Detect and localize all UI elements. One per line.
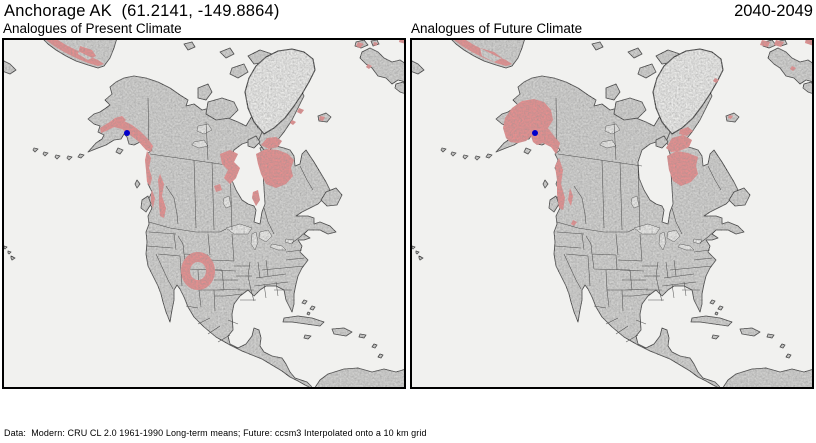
analogue-russia-coast: [46, 38, 104, 66]
target-location-dot: [532, 130, 538, 136]
present-climate-map: [2, 38, 406, 389]
analogue-north-atlantic-spots: [760, 38, 814, 71]
analogue-ungava-quebec: [667, 151, 698, 186]
future-climate-map: [410, 38, 814, 389]
analogue-ungava-quebec: [252, 149, 294, 206]
analogue-iceland-spot: [319, 116, 325, 121]
analogue-south-baffin: [666, 127, 693, 152]
analogue-bc-mountains: [151, 174, 166, 218]
analogue-south-baffin: [261, 137, 282, 149]
analogue-greenland-spot: [713, 78, 719, 83]
map-frame: [410, 38, 814, 389]
analogue-greenland-spots: [290, 108, 304, 125]
attribution-line-data: Data: Modern: CRU CL 2.0 1961-1990 Long-…: [4, 428, 427, 438]
future-analogue-regions: [454, 38, 814, 226]
analogue-north-atlantic-spots: [356, 38, 406, 69]
present-analogue-regions: [46, 38, 406, 290]
analogue-iceland-spot: [728, 115, 733, 119]
analogue-colorado-rockies: [181, 252, 216, 290]
analogue-west-hudson: [214, 150, 240, 192]
target-location-dot: [124, 130, 130, 136]
page-title: Anchorage AK (61.2141, -149.8864): [4, 2, 280, 20]
map-frame: [2, 38, 406, 389]
present-map-title: Analogues of Present Climate: [3, 21, 182, 36]
analogue-bc-coast-strip: [555, 158, 577, 226]
analogue-alaska-southcentral: [503, 99, 560, 154]
analogue-alaska-south: [100, 116, 153, 186]
attribution-block: Data: Modern: CRU CL 2.0 1961-1990 Long-…: [4, 391, 668, 443]
analogue-russia-coast: [454, 38, 512, 66]
future-map-title: Analogues of Future Climate: [411, 21, 583, 36]
decade-label: 2040-2049: [734, 2, 813, 20]
